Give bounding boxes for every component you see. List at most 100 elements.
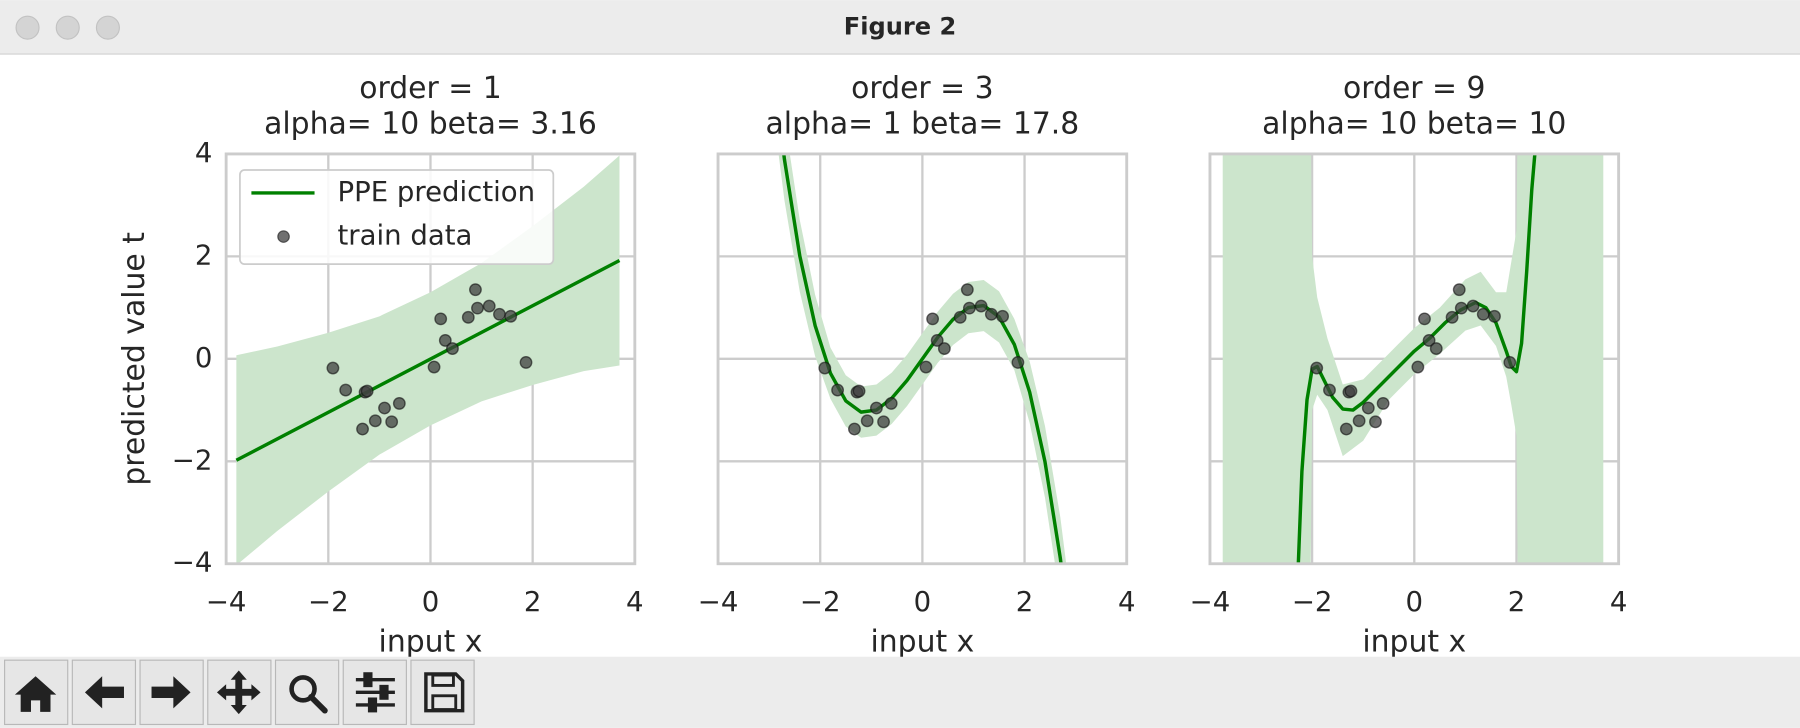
data-point — [1418, 312, 1431, 326]
data-point — [469, 283, 482, 297]
y-axis-label: predicted value t — [117, 232, 152, 486]
data-point — [852, 384, 866, 398]
x-axis-label: input x — [379, 624, 483, 659]
minimize-button[interactable] — [55, 15, 80, 40]
x-tick-label: −2 — [308, 586, 349, 618]
data-point — [1310, 361, 1324, 375]
data-point — [937, 342, 951, 356]
x-axis-label: input x — [870, 624, 974, 659]
zoom-icon-handle — [308, 694, 328, 714]
prediction-line — [235, 258, 621, 462]
y-tick-label: −2 — [172, 444, 213, 476]
x-tick-label: −2 — [1292, 586, 1333, 618]
data-point — [1452, 283, 1466, 297]
data-point — [1011, 355, 1025, 369]
y-tick-label: 2 — [195, 239, 213, 271]
zoom-button[interactable] — [95, 15, 120, 40]
data-point — [356, 422, 369, 436]
data-point — [960, 283, 974, 297]
plot-area — [1222, 153, 1604, 564]
save-icon-slot — [431, 694, 458, 711]
x-tick-label: 0 — [422, 586, 440, 618]
legend-label: train data — [338, 220, 473, 252]
x-tick-label: −2 — [800, 586, 841, 618]
data-point — [519, 355, 533, 369]
data-point — [930, 333, 944, 347]
data-point — [1323, 383, 1336, 397]
pan-icon — [216, 670, 261, 715]
data-point — [392, 396, 406, 410]
x-tick-label: −4 — [206, 586, 247, 618]
home-button[interactable] — [4, 659, 69, 726]
legend-frame — [239, 169, 555, 265]
back-button[interactable] — [71, 659, 137, 726]
button-frame — [274, 659, 340, 726]
legend-label: PPE prediction — [338, 176, 536, 208]
data-point — [368, 414, 382, 428]
data-point — [339, 383, 353, 397]
axes-frame — [224, 152, 637, 566]
x-tick-label: −4 — [698, 586, 739, 618]
toolbar — [0, 656, 1800, 728]
x-tick-label: 2 — [524, 586, 542, 618]
data-point — [378, 401, 391, 415]
data-point — [848, 422, 861, 436]
data-point — [1361, 401, 1375, 415]
chart-title: order = 1 — [359, 71, 501, 106]
data-point — [438, 333, 452, 347]
x-tick-label: 0 — [1406, 586, 1424, 618]
forward-button[interactable] — [139, 659, 204, 726]
data-point — [504, 309, 518, 323]
data-point — [818, 361, 832, 375]
data-point — [461, 310, 475, 324]
window-title: Figure 2 — [844, 13, 957, 41]
data-point — [1376, 396, 1390, 410]
data-point — [962, 301, 976, 315]
data-point — [984, 307, 998, 321]
close-button[interactable] — [15, 15, 40, 40]
data-point — [926, 312, 940, 326]
data-point — [953, 310, 967, 324]
data-point — [360, 384, 374, 398]
data-point — [831, 383, 845, 397]
legend: PPE prediction train data — [239, 169, 555, 265]
x-tick-label: 4 — [1118, 586, 1136, 618]
data-point — [877, 415, 890, 429]
data-point — [434, 312, 448, 326]
chart-title: order = 9 — [1343, 71, 1485, 106]
data-point — [1339, 422, 1353, 436]
sliders-icon — [355, 672, 395, 713]
configure-button[interactable] — [342, 659, 407, 726]
save-button[interactable] — [410, 659, 475, 726]
data-point — [427, 360, 441, 374]
data-point — [1422, 333, 1436, 347]
data-point — [446, 342, 459, 356]
pan-button[interactable] — [207, 659, 272, 726]
legend-marker — [277, 230, 290, 243]
x-tick-label: 0 — [914, 586, 932, 618]
data-point — [1466, 299, 1480, 313]
data-point — [1476, 307, 1490, 321]
back-icon — [84, 676, 124, 709]
zoom-icon — [289, 675, 317, 703]
data-point — [326, 361, 340, 375]
chart-subtitle: alpha= 1 beta= 17.8 — [766, 107, 1080, 142]
forward-icon — [151, 676, 191, 709]
confidence-band — [1222, 153, 1604, 564]
data-point — [884, 396, 898, 410]
zoom-tool-button[interactable] — [274, 659, 340, 726]
data-point — [1503, 355, 1517, 369]
data-point — [1352, 414, 1366, 428]
data-point — [860, 414, 874, 428]
data-point — [493, 307, 506, 321]
data-point — [869, 401, 883, 415]
plot-area — [778, 153, 1067, 564]
y-tick-label: 0 — [195, 342, 213, 374]
chart-subtitle: alpha= 10 beta= 10 — [1262, 107, 1566, 142]
data-point — [1429, 342, 1443, 356]
save-icon-label — [431, 673, 455, 687]
axes-frame — [716, 152, 1129, 566]
